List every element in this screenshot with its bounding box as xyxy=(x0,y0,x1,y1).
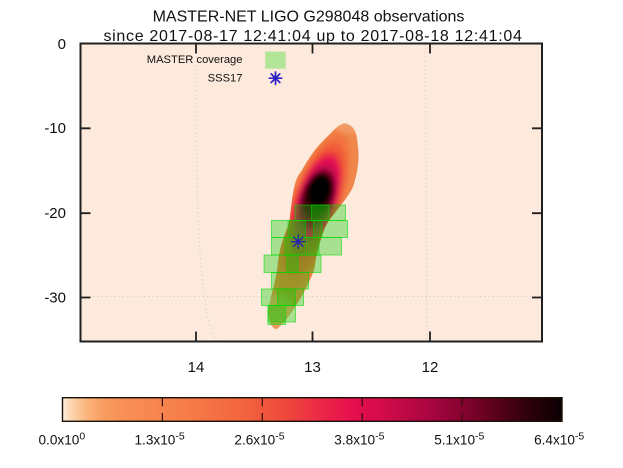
svg-text:14: 14 xyxy=(188,359,205,376)
svg-text:3.8x10-5: 3.8x10-5 xyxy=(334,431,384,448)
svg-text:MASTER coverage: MASTER coverage xyxy=(147,54,243,66)
svg-text:2.6x10-5: 2.6x10-5 xyxy=(234,431,284,448)
svg-text:SSS17: SSS17 xyxy=(208,72,243,84)
svg-text:since 2017-08-17 12:41:04 up t: since 2017-08-17 12:41:04 up to 2017-08-… xyxy=(103,28,522,45)
svg-text:6.4x10-5: 6.4x10-5 xyxy=(534,431,584,448)
svg-text:13: 13 xyxy=(304,359,321,376)
svg-text:5.1x10-5: 5.1x10-5 xyxy=(434,431,484,448)
svg-text:-10: -10 xyxy=(44,120,66,137)
svg-text:0: 0 xyxy=(58,36,66,53)
svg-text:-30: -30 xyxy=(44,289,66,306)
svg-text:12: 12 xyxy=(422,359,439,376)
svg-text:MASTER-NET LIGO G298048 observ: MASTER-NET LIGO G298048 observations xyxy=(153,9,465,26)
svg-text:1.3x10-5: 1.3x10-5 xyxy=(135,431,185,448)
svg-text:-20: -20 xyxy=(44,205,66,222)
svg-text:0.0x100: 0.0x100 xyxy=(39,431,86,448)
